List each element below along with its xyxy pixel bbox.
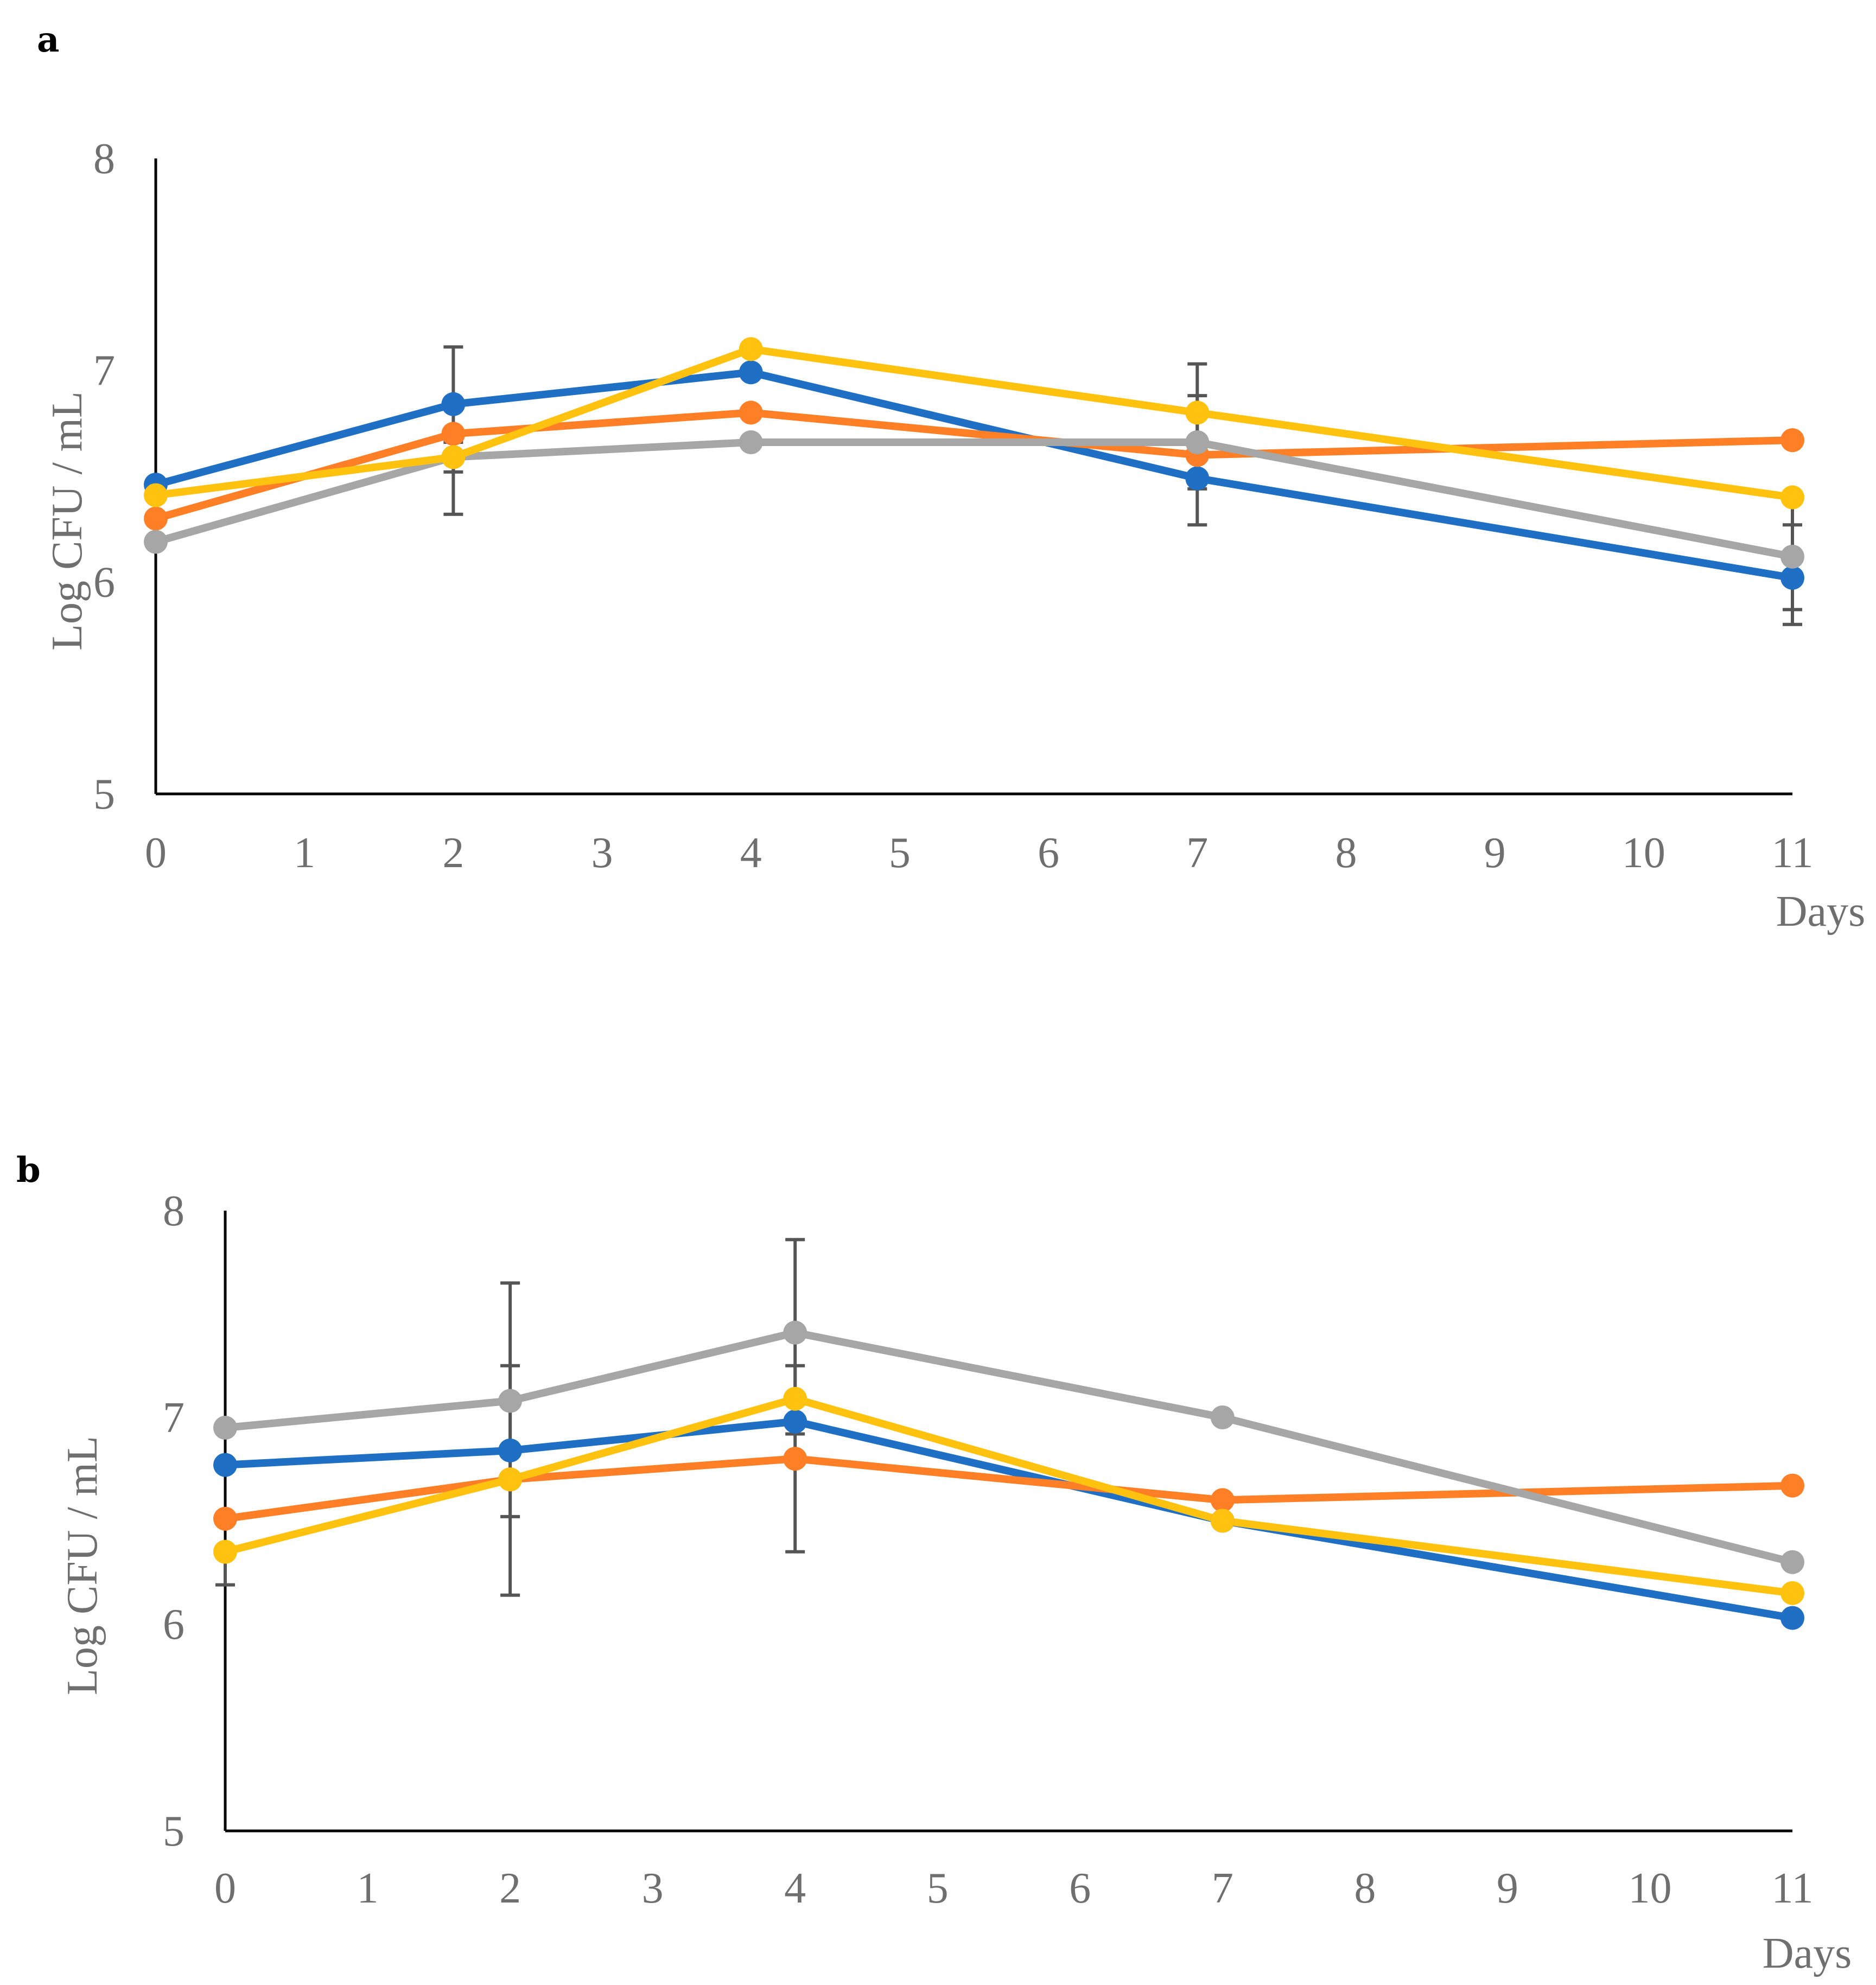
y-tick-label: 5 bbox=[93, 771, 115, 818]
data-point-yellow bbox=[144, 483, 168, 507]
y-tick-label: 5 bbox=[163, 1808, 185, 1855]
data-point-yellow bbox=[1780, 485, 1804, 510]
panel-label-b: b bbox=[16, 1150, 41, 1191]
x-tick-label: 0 bbox=[145, 829, 167, 877]
data-point-orange bbox=[1210, 1488, 1235, 1512]
data-point-gray bbox=[213, 1416, 237, 1440]
data-point-yellow bbox=[213, 1539, 237, 1564]
data-point-gray bbox=[1210, 1405, 1235, 1429]
data-point-blue bbox=[1185, 466, 1210, 491]
y-axis-title: Log CFU / mL bbox=[59, 1436, 106, 1695]
data-point-orange bbox=[1780, 428, 1804, 453]
x-tick-label: 3 bbox=[592, 829, 613, 877]
x-tick-label: 7 bbox=[1186, 829, 1208, 877]
data-point-orange bbox=[1780, 1473, 1804, 1498]
data-point-blue bbox=[213, 1453, 237, 1477]
x-tick-label: 2 bbox=[499, 1865, 521, 1912]
data-point-blue bbox=[739, 360, 763, 385]
y-tick-label: 6 bbox=[93, 559, 115, 607]
data-point-blue bbox=[441, 392, 466, 416]
x-tick-label: 1 bbox=[357, 1865, 379, 1912]
x-axis-title: Days bbox=[1763, 1930, 1852, 1977]
x-tick-label: 3 bbox=[642, 1865, 664, 1912]
data-point-orange bbox=[783, 1447, 807, 1471]
x-tick-label: 4 bbox=[784, 1865, 806, 1912]
x-tick-label: 4 bbox=[740, 829, 762, 877]
data-point-yellow bbox=[498, 1467, 523, 1492]
data-point-gray bbox=[1780, 1550, 1804, 1574]
x-tick-label: 5 bbox=[927, 1865, 949, 1912]
data-point-orange bbox=[739, 400, 763, 425]
data-point-blue bbox=[1780, 565, 1804, 590]
x-tick-label: 7 bbox=[1212, 1865, 1233, 1912]
data-point-gray bbox=[1185, 430, 1210, 455]
x-tick-label: 9 bbox=[1497, 1865, 1518, 1912]
data-point-gray bbox=[144, 530, 168, 554]
data-point-orange bbox=[213, 1506, 237, 1531]
x-tick-label: 11 bbox=[1771, 829, 1813, 877]
x-tick-label: 10 bbox=[1628, 1865, 1671, 1912]
y-axis-title: Log CFU / mL bbox=[43, 391, 91, 651]
x-tick-label: 5 bbox=[889, 829, 911, 877]
y-tick-label: 6 bbox=[163, 1601, 185, 1649]
y-tick-label: 8 bbox=[93, 135, 115, 183]
data-point-blue bbox=[783, 1409, 807, 1434]
y-tick-label: 7 bbox=[163, 1394, 185, 1442]
data-point-yellow bbox=[1210, 1509, 1235, 1533]
x-tick-label: 1 bbox=[294, 829, 315, 877]
data-point-orange bbox=[144, 506, 168, 531]
x-tick-label: 0 bbox=[214, 1865, 236, 1912]
x-tick-label: 8 bbox=[1354, 1865, 1376, 1912]
data-point-yellow bbox=[1185, 400, 1210, 425]
chart-panel-a: a 5 6 7 8 0 1 2 3 4 5 6 7 8 9 10 11 Log CFU / mL Days bbox=[37, 20, 1865, 936]
data-point-gray bbox=[1780, 544, 1804, 569]
x-tick-label: 2 bbox=[442, 829, 464, 877]
y-tick-label: 8 bbox=[163, 1187, 185, 1235]
data-point-gray bbox=[739, 430, 763, 455]
data-point-blue bbox=[1780, 1606, 1804, 1630]
x-tick-label: 8 bbox=[1335, 829, 1357, 877]
data-point-yellow bbox=[783, 1386, 807, 1411]
x-tick-label: 11 bbox=[1771, 1865, 1813, 1912]
data-point-orange bbox=[441, 422, 466, 446]
series-line-blue bbox=[221, 1417, 1796, 1622]
data-point-gray bbox=[498, 1389, 523, 1413]
x-tick-label: 6 bbox=[1038, 829, 1059, 877]
x-tick-label: 6 bbox=[1069, 1865, 1091, 1912]
series-line-yellow bbox=[221, 1395, 1796, 1597]
x-tick-label: 9 bbox=[1484, 829, 1506, 877]
y-tick-label: 7 bbox=[93, 347, 115, 395]
panel-label-a: a bbox=[37, 20, 59, 60]
data-point-yellow bbox=[739, 337, 763, 361]
data-point-blue bbox=[498, 1438, 523, 1462]
x-axis-title: Days bbox=[1776, 888, 1865, 936]
series-line-gray bbox=[221, 1328, 1796, 1566]
data-point-gray bbox=[783, 1320, 807, 1345]
chart-panel-b: b 5 6 7 8 0 1 2 3 4 5 6 7 8 9 10 11 Log CFU / mL Days bbox=[16, 1150, 1852, 1977]
data-point-yellow bbox=[1780, 1581, 1804, 1605]
x-tick-label: 10 bbox=[1622, 829, 1665, 877]
data-point-yellow bbox=[441, 445, 466, 469]
